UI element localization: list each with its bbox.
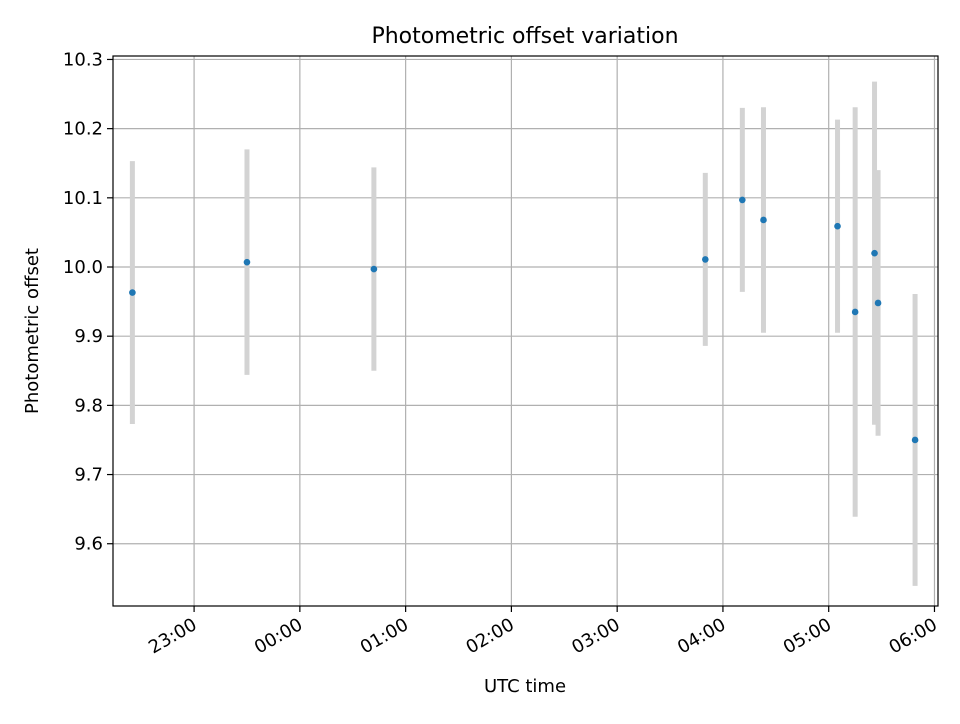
y-tick-label: 10.2 (63, 119, 103, 140)
data-point (874, 299, 882, 307)
data-points (129, 196, 919, 444)
data-point (851, 308, 859, 316)
y-axis-label: Photometric offset (22, 248, 43, 414)
data-point (760, 216, 767, 224)
chart-title: Photometric offset variation (371, 24, 678, 49)
data-point (702, 256, 709, 263)
y-tick-label: 10.3 (63, 49, 103, 70)
y-tick-label: 10.0 (63, 257, 103, 278)
y-tick-label: 10.1 (63, 188, 103, 209)
data-point (911, 436, 919, 444)
data-point (243, 258, 251, 266)
y-tick-label: 9.6 (74, 534, 103, 555)
x-axis-label: UTC time (484, 676, 566, 697)
y-tick-label: 9.7 (74, 465, 103, 486)
data-point (834, 222, 841, 230)
data-point (871, 249, 878, 257)
grid (113, 56, 938, 606)
data-point (370, 265, 378, 273)
data-point (739, 196, 746, 204)
y-axis-ticks: 9.6 9.7 9.8 9.9 10.0 10.1 10.2 10.3 (63, 49, 113, 555)
y-tick-label: 9.9 (74, 326, 103, 347)
data-point (129, 289, 136, 296)
y-tick-label: 9.8 (74, 395, 103, 416)
plot-frame (112, 55, 939, 607)
